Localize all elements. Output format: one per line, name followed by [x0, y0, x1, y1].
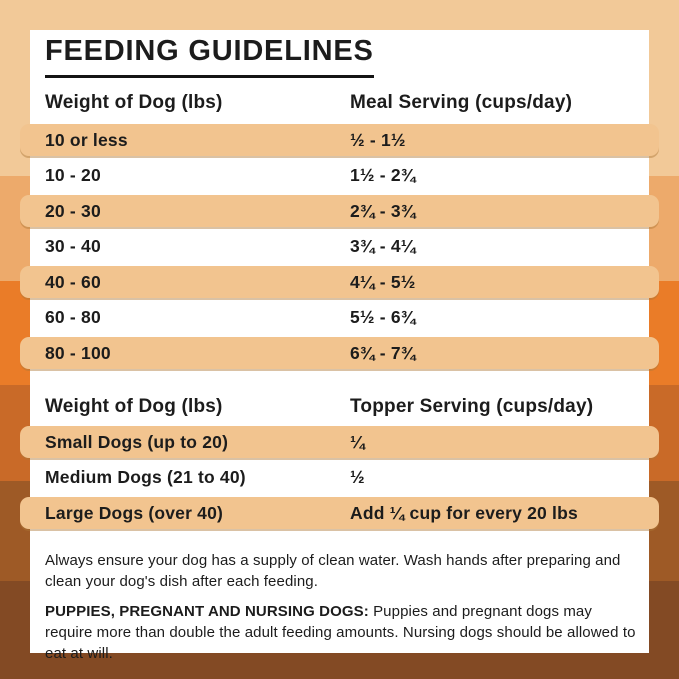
topper-table-header: Weight of Dog (lbs) Topper Serving (cups…	[30, 396, 649, 418]
weight-cell: Large Dogs (over 40)	[45, 502, 224, 523]
puppies-note-text: Puppies and pregnant dogs may require mo…	[45, 603, 636, 662]
weight-cell: 60 - 80	[45, 307, 101, 327]
serving-cell: ½	[350, 467, 365, 487]
table-row: 40 - 60 4¼ - 5½	[20, 266, 659, 298]
weight-cell: Small Dogs (up to 20)	[45, 431, 229, 452]
table-row: 20 - 30 2¾ - 3¾	[20, 195, 659, 227]
serving-cell: 2¾ - 3¾	[350, 200, 416, 221]
column-header-weight: Weight of Dog (lbs)	[45, 92, 223, 113]
weight-cell: Medium Dogs (21 to 40)	[45, 467, 246, 487]
weight-cell: 40 - 60	[45, 271, 101, 292]
table-row: 60 - 80 5½ - 6¾	[20, 302, 659, 334]
table-row: Large Dogs (over 40) Add ¼ cup for every…	[20, 497, 659, 529]
weight-cell: 30 - 40	[45, 236, 101, 256]
water-note-text: Always ensure your dog has a supply of c…	[45, 552, 621, 590]
table-row: 10 - 20 1½ - 2¾	[20, 160, 659, 192]
column-header-topper-serving: Topper Serving (cups/day)	[350, 396, 594, 417]
serving-cell: 3¾ - 4¼	[350, 236, 416, 256]
puppies-note: PUPPIES, PREGNANT AND NURSING DOGS: Pupp…	[45, 601, 637, 664]
meal-table-header: Weight of Dog (lbs) Meal Serving (cups/d…	[30, 92, 649, 114]
table-row: 30 - 40 3¾ - 4¼	[20, 231, 659, 263]
column-header-meal-serving: Meal Serving (cups/day)	[350, 92, 573, 113]
column-header-weight: Weight of Dog (lbs)	[45, 396, 223, 417]
serving-cell: 4¼ - 5½	[350, 271, 416, 292]
serving-cell: Add ¼ cup for every 20 lbs	[350, 502, 578, 523]
feeding-guidelines-card: FEEDING GUIDELINES Weight of Dog (lbs) M…	[20, 30, 659, 662]
serving-cell: 1½ - 2¾	[350, 165, 416, 185]
table-row: Small Dogs (up to 20) ¼	[20, 426, 659, 458]
puppies-note-label: PUPPIES, PREGNANT AND NURSING DOGS:	[45, 603, 369, 620]
weight-cell: 80 - 100	[45, 342, 111, 363]
table-row: 10 or less ½ - 1½	[20, 124, 659, 156]
weight-cell: 10 or less	[45, 129, 128, 150]
page-title: FEEDING GUIDELINES	[45, 35, 374, 78]
water-note: Always ensure your dog has a supply of c…	[45, 550, 637, 592]
serving-cell: ½ - 1½	[350, 129, 406, 150]
table-row: 80 - 100 6¾ - 7¾	[20, 337, 659, 369]
serving-cell: ¼	[350, 431, 365, 452]
serving-cell: 6¾ - 7¾	[350, 342, 416, 363]
meal-table: 10 or less ½ - 1½ 10 - 20 1½ - 2¾ 20 - 3…	[20, 124, 659, 373]
weight-cell: 10 - 20	[45, 165, 101, 185]
topper-table: Small Dogs (up to 20) ¼ Medium Dogs (21 …	[20, 426, 659, 533]
weight-cell: 20 - 30	[45, 200, 101, 221]
table-row: Medium Dogs (21 to 40) ½	[20, 462, 659, 494]
serving-cell: 5½ - 6¾	[350, 307, 416, 327]
